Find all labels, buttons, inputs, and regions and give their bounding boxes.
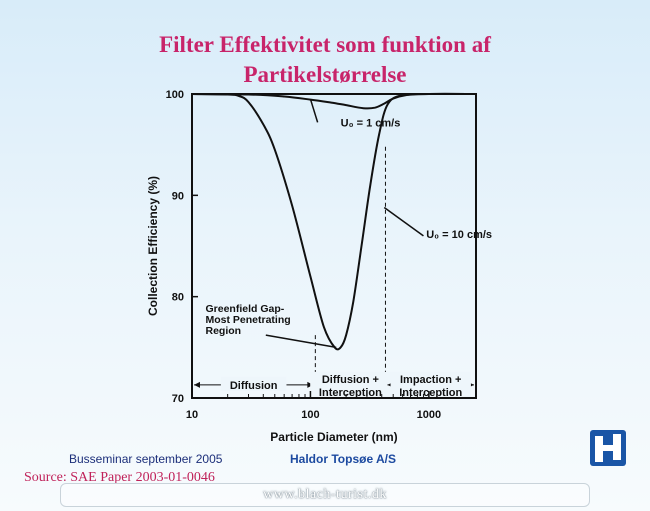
region-label-bg-2 xyxy=(310,371,391,400)
x-axis-label: Particle Diameter (nm) xyxy=(270,430,397,444)
u1-pointer xyxy=(309,98,319,123)
y-axis-label: Collection Efficiency (%) xyxy=(146,176,160,316)
annotation-4: Most Penetrating xyxy=(205,314,290,326)
annotation-3: Greenfield Gap- xyxy=(205,303,284,315)
annotation-5: Region xyxy=(205,325,241,337)
region-label-3-line2: Interception xyxy=(399,387,462,399)
plot-frame xyxy=(191,93,477,399)
footer-company: Haldor Topsøe A/S xyxy=(290,452,397,466)
watermark: www.blach-turist.dk xyxy=(60,483,590,507)
x-tick-label-10: 10 xyxy=(186,409,198,421)
y-tick-label-100: 100 xyxy=(166,89,184,101)
region-label-2-line2: Interception xyxy=(319,387,382,399)
y-tick-label-80: 80 xyxy=(172,292,184,304)
page-title-line1: Filter Effektivitet som funktion af xyxy=(159,32,491,57)
series-line-1 xyxy=(191,92,477,110)
region-label-bg-3 xyxy=(390,371,471,400)
region-label-bg-1 xyxy=(220,376,287,391)
region-label-2: Diffusion + xyxy=(322,374,379,386)
region-label-1: Diffusion xyxy=(230,380,278,392)
guides-layer xyxy=(194,98,474,400)
labels-layer: Particle Diameter (nm) Collection Efficie… xyxy=(146,117,492,444)
u10-pointer xyxy=(383,206,424,237)
annotation-1: U₀ = 1 cm/s xyxy=(341,117,401,129)
ticks-layer: 70 80 90 100 10 100 1000 xyxy=(166,89,441,421)
page-title: Filter Effektivitet som funktion af Part… xyxy=(0,30,650,90)
y-tick-label-90: 90 xyxy=(172,190,184,202)
greenfield-pointer xyxy=(265,334,337,349)
haldor-topsoe-logo-icon xyxy=(590,430,626,466)
page-title-line2: Partikelstørrelse xyxy=(243,62,407,87)
source-citation: Source: SAE Paper 2003-01-0046 xyxy=(24,470,215,485)
series-line-2 xyxy=(191,92,477,351)
x-tick-label-1000: 1000 xyxy=(417,409,441,421)
footer-seminar: Busseminar september 2005 xyxy=(69,452,223,466)
x-tick-label-100: 100 xyxy=(301,409,319,421)
annotation-2: U₀ = 10 cm/s xyxy=(426,229,492,241)
region-arrow-head-left-1 xyxy=(194,381,200,388)
y-tick-label-70: 70 xyxy=(172,393,184,405)
region-label-3: Impaction + xyxy=(400,374,461,386)
plot-frame-layer xyxy=(191,93,477,399)
